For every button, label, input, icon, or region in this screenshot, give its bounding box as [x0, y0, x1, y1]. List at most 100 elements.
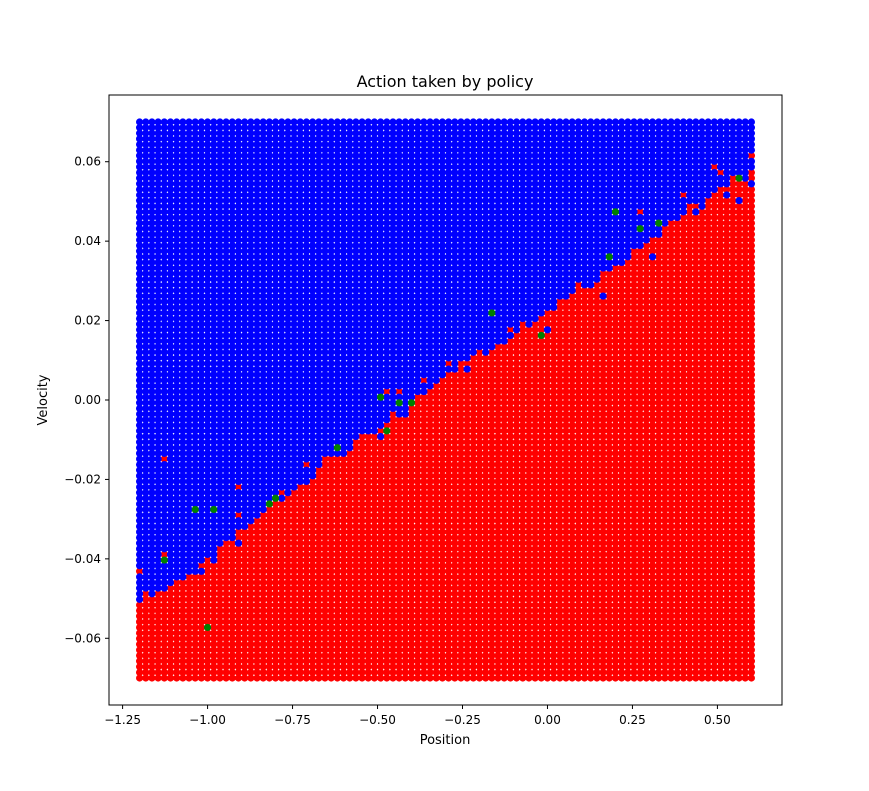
data-point-action-0 — [377, 477, 385, 486]
data-point-action-0 — [302, 623, 311, 632]
data-point-action-0 — [278, 657, 286, 665]
data-point-action-0 — [296, 657, 304, 665]
data-point-action-0 — [315, 483, 323, 491]
data-point-action-0 — [197, 590, 205, 598]
data-point-action-0 — [370, 635, 379, 643]
data-point-action-0 — [377, 590, 385, 598]
data-point-action-0 — [370, 657, 379, 665]
data-point-action-0 — [377, 466, 385, 474]
data-point-action-0 — [364, 595, 372, 603]
data-point-action-0 — [290, 539, 298, 547]
data-point-action-0 — [271, 635, 280, 643]
data-point-action-0 — [327, 500, 335, 508]
data-point-action-0 — [309, 550, 317, 559]
data-point-action-0 — [327, 556, 335, 564]
data-point-action-0 — [327, 578, 335, 587]
data-point-action-0 — [148, 640, 156, 648]
data-point-action-0 — [253, 573, 261, 581]
data-point-action-0 — [253, 522, 261, 530]
data-point-action-0 — [234, 640, 243, 648]
data-point-action-0 — [142, 646, 150, 654]
data-point-action-0 — [315, 646, 323, 654]
data-point-action-0 — [346, 500, 354, 508]
data-point-action-0 — [296, 623, 304, 632]
data-point-action-0 — [160, 550, 168, 559]
data-point-action-0 — [358, 505, 366, 514]
data-point-action-0 — [228, 567, 236, 575]
data-point-action-0 — [216, 646, 224, 654]
data-point-action-0 — [358, 539, 366, 547]
data-point-action-0 — [377, 601, 385, 609]
data-point-action-0 — [302, 607, 311, 615]
data-point-action-0 — [377, 578, 385, 587]
data-point-action-0 — [247, 640, 255, 648]
data-point-action-0 — [203, 646, 212, 654]
data-point-action-0 — [284, 528, 292, 536]
data-point-action-0 — [160, 646, 168, 654]
data-point-action-0 — [160, 640, 168, 648]
data-point-action-0 — [290, 550, 298, 559]
data-point-action-0 — [377, 449, 385, 457]
data-point-action-0 — [160, 623, 168, 632]
data-point-action-0 — [339, 477, 348, 486]
data-point-action-0 — [216, 629, 224, 637]
data-point-action-0 — [203, 584, 212, 592]
data-point-action-0 — [370, 444, 379, 452]
data-point-action-0 — [290, 500, 298, 508]
data-point-action-0 — [179, 668, 187, 676]
data-point-action-0 — [278, 489, 286, 497]
data-point-action-0 — [364, 522, 372, 530]
data-point-action-0 — [210, 663, 218, 671]
data-point-action-0 — [339, 674, 348, 682]
data-point-action-0 — [210, 657, 218, 665]
data-point-action-0 — [364, 466, 372, 474]
data-point-action-0 — [216, 618, 224, 626]
data-point-action-0 — [309, 517, 317, 525]
data-point-action-0 — [333, 674, 341, 682]
data-point-action-0 — [339, 528, 348, 536]
data-point-action-0 — [148, 612, 156, 620]
data-point-action-0 — [352, 556, 360, 564]
data-point-action-0 — [296, 595, 304, 603]
data-point-action-0 — [197, 578, 205, 587]
data-point-action-0 — [241, 595, 249, 603]
data-point-action-0 — [259, 545, 267, 553]
data-point-action-0 — [370, 472, 379, 480]
data-point-action-0 — [315, 533, 323, 542]
data-point-action-0 — [247, 533, 255, 542]
data-point-action-0 — [364, 489, 372, 497]
data-point-action-0 — [241, 590, 249, 598]
data-point-action-0 — [296, 494, 304, 502]
data-point-action-0 — [247, 668, 255, 676]
data-point-action-0 — [154, 657, 162, 665]
data-point-action-0 — [284, 635, 292, 643]
data-point-action-0 — [234, 556, 243, 564]
data-point-action-0 — [234, 612, 243, 620]
data-point-action-0 — [377, 505, 385, 514]
data-point-action-0 — [321, 584, 329, 592]
data-point-action-0 — [364, 455, 372, 463]
data-point-action-0 — [241, 539, 249, 547]
data-point-action-0 — [352, 483, 360, 491]
data-point-action-0 — [352, 584, 360, 592]
data-point-action-0 — [222, 590, 230, 598]
data-point-action-0 — [234, 618, 243, 626]
data-point-action-0 — [383, 607, 391, 615]
data-point-action-0 — [234, 635, 243, 643]
data-point-action-0 — [333, 663, 341, 671]
data-point-action-0 — [302, 646, 311, 654]
data-point-action-0 — [346, 657, 354, 665]
data-point-action-0 — [377, 472, 385, 480]
data-point-action-0 — [309, 635, 317, 643]
data-point-action-0 — [197, 651, 205, 660]
data-point-action-0 — [179, 601, 187, 609]
data-point-action-0 — [358, 640, 366, 648]
data-point-action-0 — [265, 528, 273, 536]
data-point-action-0 — [253, 651, 261, 660]
data-point-action-0 — [222, 601, 230, 609]
data-point-action-0 — [333, 584, 341, 592]
data-point-action-0 — [259, 674, 267, 682]
data-point-action-0 — [321, 460, 329, 469]
data-point-action-0 — [210, 573, 218, 581]
data-point-action-0 — [383, 533, 391, 542]
